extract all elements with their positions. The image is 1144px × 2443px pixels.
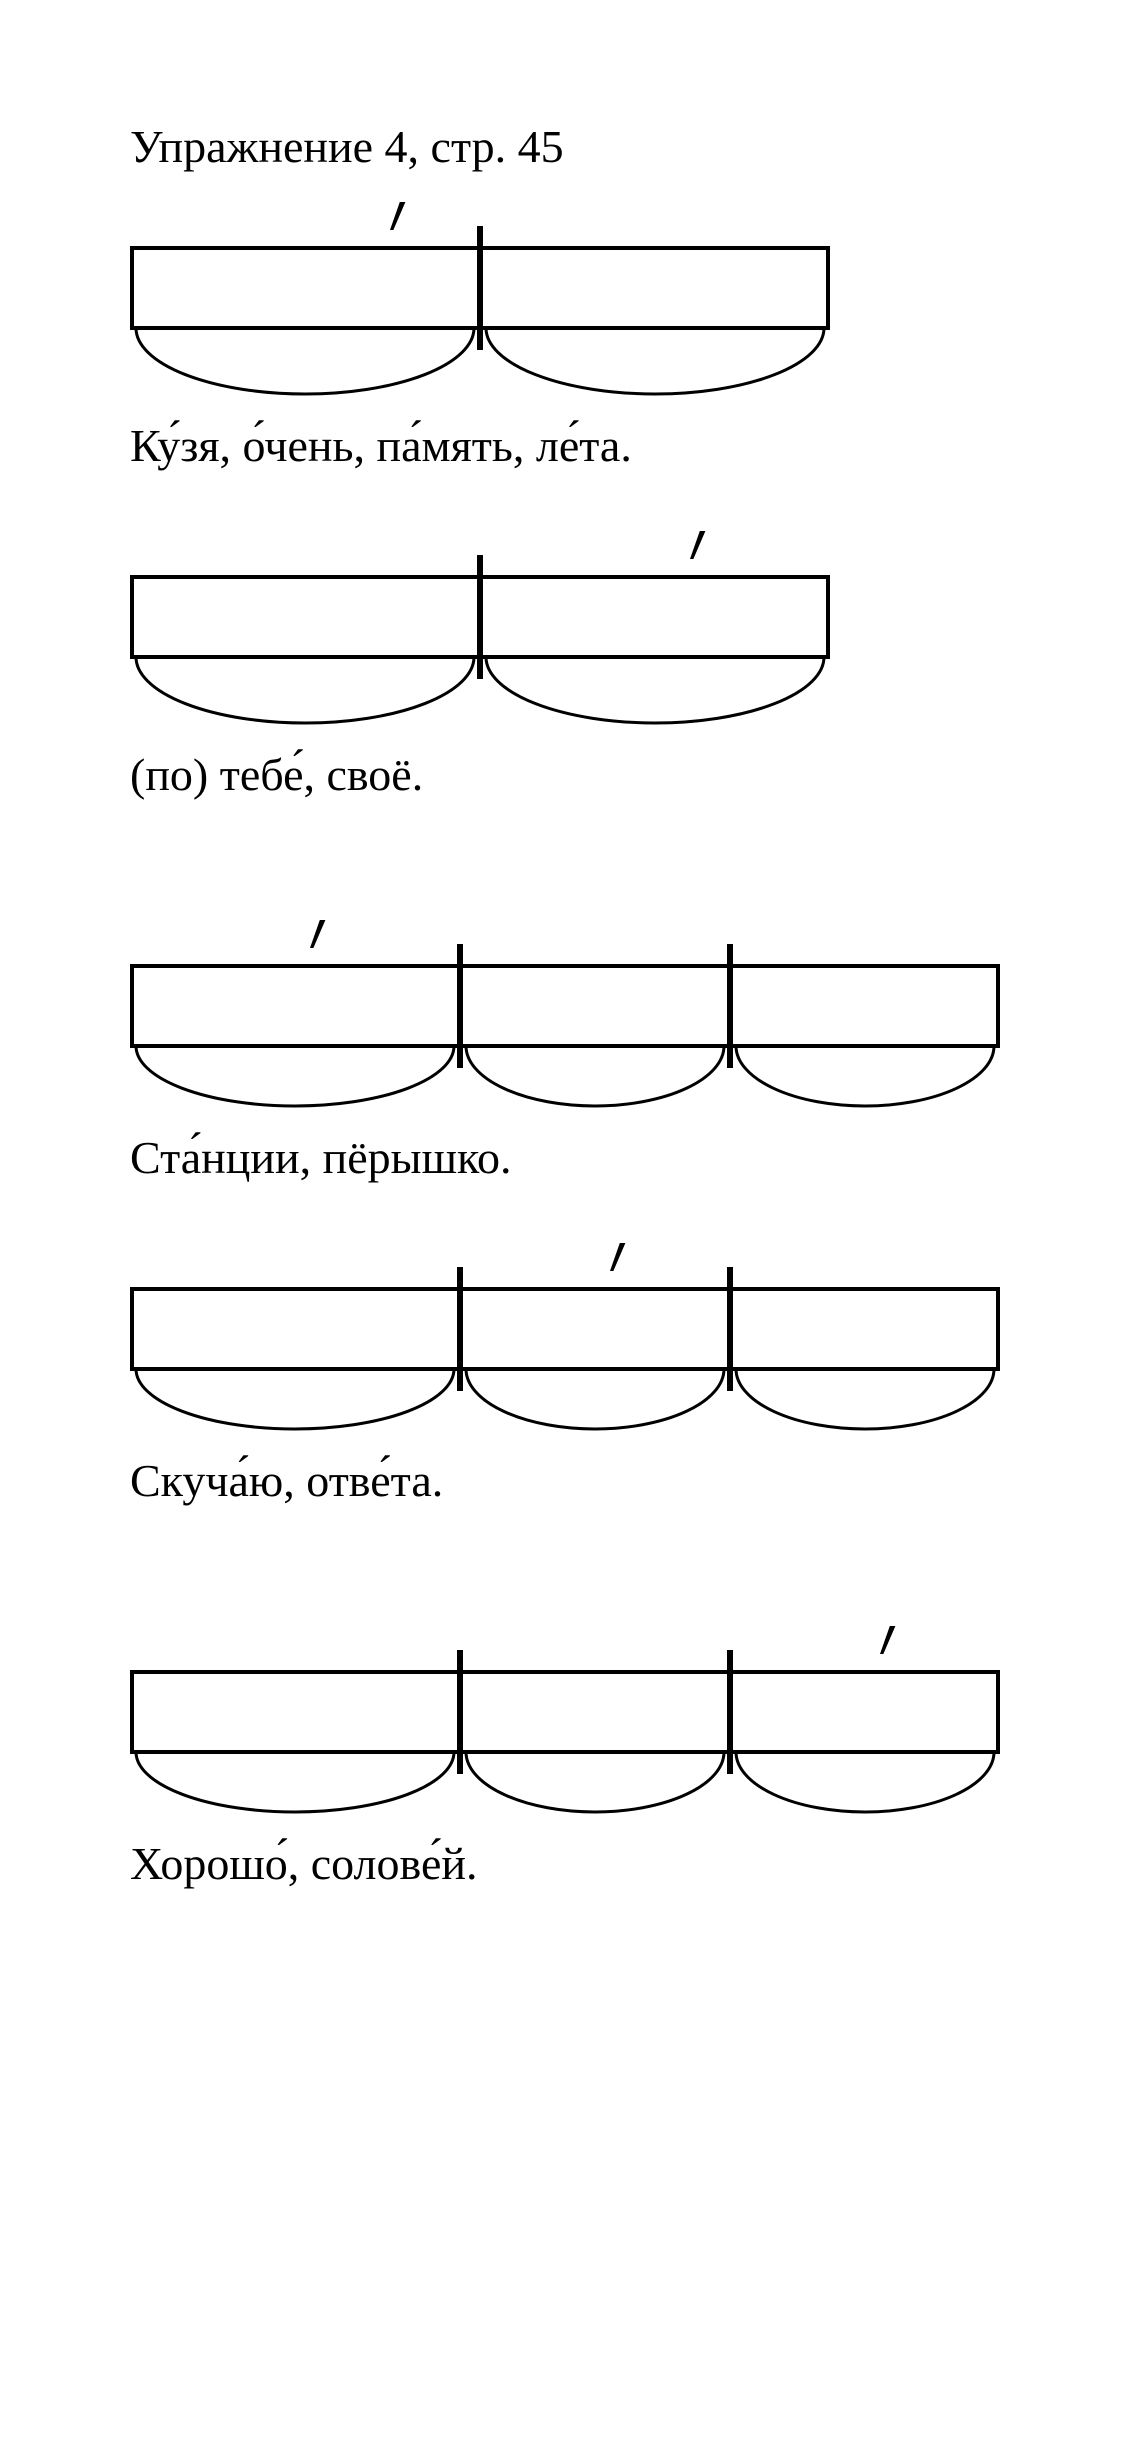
- diagram-block: [130, 193, 1014, 404]
- syllable-arc: [736, 1752, 994, 1812]
- word-box: [132, 1672, 998, 1752]
- syllable-arc: [466, 1752, 724, 1812]
- syllable-arc: [486, 657, 824, 723]
- word-list: Хорошо́, солове́й.: [130, 1837, 1014, 1890]
- diagram-block: [130, 1234, 1014, 1439]
- word-list: Ста́нции, пёрышко.: [130, 1131, 1014, 1184]
- stress-mark-icon: [610, 1243, 625, 1271]
- syllable-arc: [736, 1369, 994, 1429]
- rows-container: Ку́зя, о́чень, па́мять, ле́та. (по) тебе́…: [130, 193, 1014, 1890]
- stress-mark-icon: [310, 920, 325, 948]
- page-content: Упражнение 4, стр. 45 Ку́зя, о́чень, па́…: [0, 0, 1144, 1990]
- stress-mark-icon: [390, 202, 405, 230]
- syllable-arc: [136, 1046, 454, 1106]
- syllable-arc: [136, 657, 474, 723]
- syllable-diagram: [130, 522, 830, 733]
- stress-mark-icon: [880, 1626, 895, 1654]
- word-box: [132, 1289, 998, 1369]
- syllable-arc: [136, 1752, 454, 1812]
- syllable-diagram: [130, 1234, 1000, 1439]
- diagram-block: [130, 1617, 1014, 1822]
- word-list: (по) тебе́, своё.: [130, 748, 1014, 801]
- syllable-diagram: [130, 911, 1000, 1116]
- syllable-arc: [136, 328, 474, 394]
- syllable-diagram: [130, 1617, 1000, 1822]
- syllable-arc: [136, 1369, 454, 1429]
- word-list: Ку́зя, о́чень, па́мять, ле́та.: [130, 419, 1014, 472]
- diagram-block: [130, 911, 1014, 1116]
- syllable-diagram: [130, 193, 830, 404]
- syllable-arc: [466, 1046, 724, 1106]
- syllable-arc: [486, 328, 824, 394]
- word-box: [132, 966, 998, 1046]
- syllable-arc: [466, 1369, 724, 1429]
- exercise-title: Упражнение 4, стр. 45: [130, 120, 1014, 173]
- syllable-arc: [736, 1046, 994, 1106]
- stress-mark-icon: [690, 531, 705, 559]
- word-list: Скуча́ю, отве́та.: [130, 1454, 1014, 1507]
- diagram-block: [130, 522, 1014, 733]
